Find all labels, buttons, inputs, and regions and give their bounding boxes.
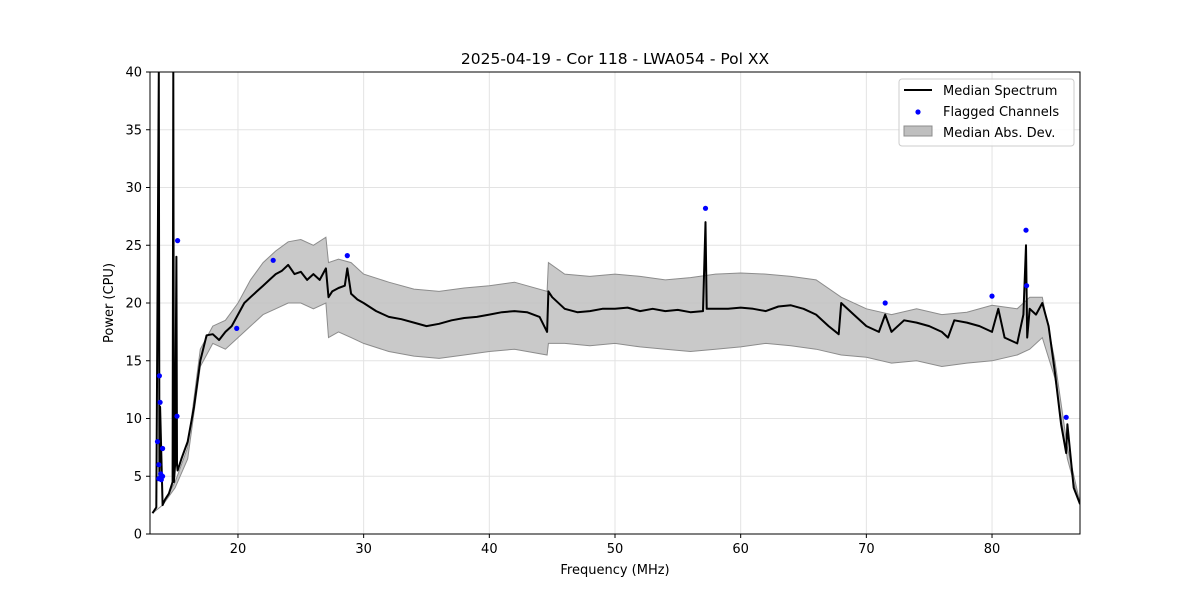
- y-tick-label: 0: [134, 528, 142, 543]
- flagged-channel-point: [234, 325, 240, 331]
- x-tick-label: 40: [481, 542, 498, 557]
- median-spectrum-path: [151, 72, 1080, 514]
- y-axis-ticks: 0 5 10 15 20 25 30 35 40: [125, 66, 150, 543]
- flagged-channel-point: [160, 473, 166, 479]
- flagged-channel-point: [160, 445, 166, 452]
- x-tick-label: 20: [230, 542, 247, 557]
- legend: Median Spectrum Flagged Channels Median …: [898, 78, 1075, 147]
- legend-median-label: Median Spectrum: [943, 84, 1057, 99]
- median-abs-dev-area: [152, 236, 1080, 514]
- flagged-channels: [154, 205, 1069, 483]
- y-tick-label: 40: [125, 66, 142, 81]
- flagged-channel-point: [1023, 227, 1029, 233]
- flagged-channel-point: [156, 476, 162, 482]
- flagged-channel-point: [156, 373, 162, 379]
- flagged-channel-point: [344, 253, 350, 259]
- x-tick-label: 80: [984, 542, 1001, 557]
- flagged-channel-point: [156, 462, 162, 468]
- x-tick-label: 70: [858, 542, 875, 557]
- y-tick-label: 20: [125, 297, 142, 312]
- x-tick-label: 50: [607, 542, 624, 557]
- y-tick-label: 5: [134, 470, 142, 485]
- x-tick-label: 30: [355, 542, 372, 557]
- y-axis-label: Power (CPU): [102, 263, 117, 343]
- median-abs-dev-band: [152, 236, 1080, 514]
- chart-title: 2025-04-19 - Cor 118 - LWA054 - Pol XX: [461, 50, 770, 68]
- flagged-channel-point: [157, 399, 163, 405]
- flagged-channel-point: [989, 293, 995, 299]
- legend-box: [898, 78, 1075, 147]
- flagged-channel-point: [270, 257, 276, 263]
- median-spectrum-line: [151, 72, 1080, 514]
- flagged-channel-point: [175, 238, 181, 244]
- y-tick-label: 30: [125, 181, 142, 196]
- legend-flagged-swatch: [915, 109, 921, 115]
- flagged-channel-point: [154, 439, 161, 445]
- x-axis-label: Frequency (MHz): [560, 563, 669, 578]
- x-tick-label: 60: [732, 542, 749, 557]
- y-tick-label: 15: [125, 354, 142, 369]
- y-tick-label: 25: [125, 239, 142, 254]
- y-tick-label: 35: [125, 123, 142, 138]
- flagged-channel-point: [882, 300, 888, 306]
- legend-flagged-label: Flagged Channels: [943, 105, 1059, 120]
- legend-mad-label: Median Abs. Dev.: [943, 126, 1055, 141]
- legend-mad-swatch: [903, 125, 933, 137]
- y-tick-label: 10: [125, 412, 142, 427]
- flagged-channel-point: [1024, 283, 1030, 289]
- flagged-channel-point: [1063, 414, 1069, 420]
- flagged-channel-point: [174, 413, 180, 419]
- x-axis-ticks: 20 30 40 50 60 70 80: [230, 534, 1001, 557]
- flagged-channel-point: [702, 205, 709, 211]
